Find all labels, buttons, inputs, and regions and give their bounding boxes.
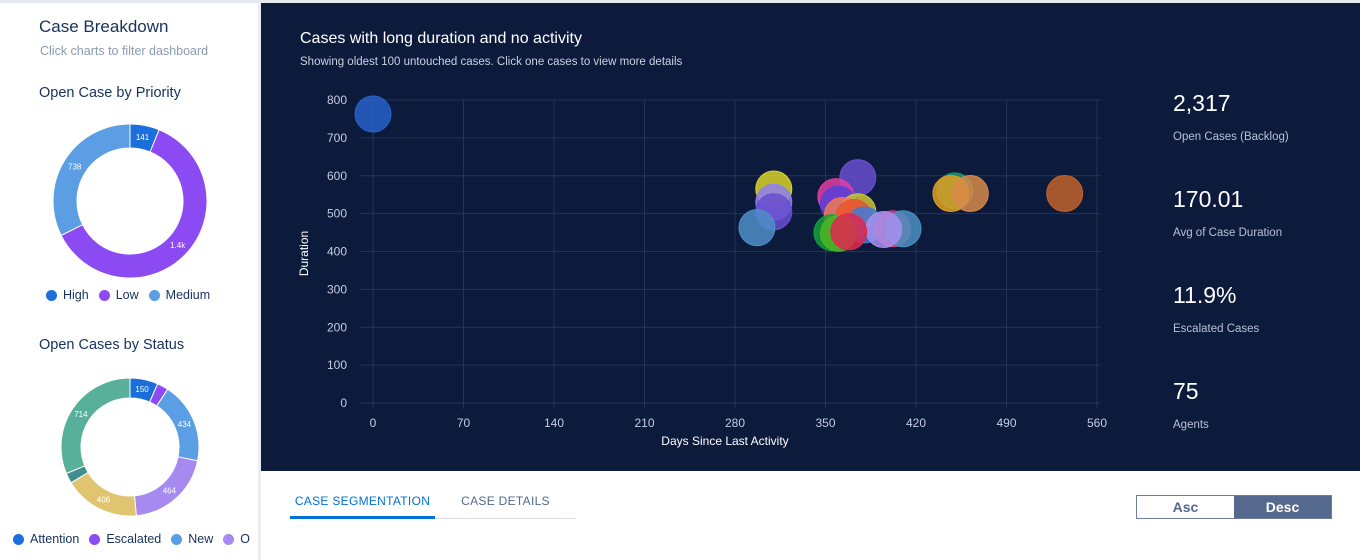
kpi-label: Agents (1173, 419, 1209, 431)
sort-toggle: Asc Desc (1136, 495, 1332, 519)
slice-value-label: 150 (135, 385, 149, 394)
donut-slice-medium[interactable] (52, 123, 131, 237)
scatter-point[interactable] (738, 209, 776, 247)
status-chart-title: Open Cases by Status (39, 337, 185, 353)
x-axis-label: Days Since Last Activity (661, 434, 788, 448)
x-tick-label: 350 (815, 416, 835, 430)
slice-value-label: 714 (74, 410, 88, 419)
sort-asc-button[interactable]: Asc (1137, 496, 1234, 518)
tab-bar: CASE SEGMENTATION CASE DETAILS (290, 488, 576, 519)
y-tick-label: 500 (327, 207, 347, 221)
kpi-value: 170.01 (1173, 186, 1244, 212)
legend-item[interactable]: New (171, 532, 213, 546)
y-tick-label: 400 (327, 245, 347, 259)
legend-label: Low (115, 288, 139, 302)
scatter-chart[interactable]: 0 70 140 210 280 350 420 490 560 0 100 200 300 400 500… (261, 3, 1141, 471)
legend-dot (46, 289, 57, 301)
scatter-subtitle: Showing oldest 100 untouched cases. Clic… (300, 56, 683, 68)
kpi-label: Open Cases (Backlog) (1173, 131, 1289, 143)
slice-value-label: 141 (136, 133, 150, 142)
kpi-value: 2,317 (1173, 90, 1231, 116)
legend-item[interactable]: O (223, 532, 250, 546)
x-tick-label: 280 (725, 416, 745, 430)
tab-case-details[interactable]: CASE DETAILS (461, 494, 550, 508)
kpi-label: Avg of Case Duration (1173, 227, 1283, 239)
long-duration-panel: Cases with long duration and no activity… (261, 3, 1360, 471)
legend-dot (89, 533, 101, 545)
scatter-title: Cases with long duration and no activity (300, 30, 582, 47)
donut-slice-low[interactable] (60, 129, 208, 279)
scatter-point[interactable] (865, 211, 903, 249)
priority-legend: High Low Medium (46, 288, 220, 302)
y-axis-label: Duration (297, 231, 311, 276)
slice-value-label: 738 (68, 163, 82, 172)
x-tick-label: 420 (906, 416, 926, 430)
legend-item[interactable]: High (46, 288, 89, 302)
y-tick-label: 600 (327, 169, 347, 183)
legend-dot (148, 289, 160, 301)
scatter-point[interactable] (354, 95, 392, 133)
kpi-value: 75 (1173, 378, 1199, 404)
priority-donut-chart[interactable]: 141 1.4k 738 (52, 123, 208, 279)
donut-slice-open[interactable] (70, 471, 137, 517)
kpi-escalated: 11.9% Escalated Cases (1173, 282, 1259, 335)
x-tick-label: 140 (544, 416, 564, 430)
x-tick-label: 210 (634, 416, 654, 430)
legend-item[interactable]: Escalated (89, 532, 161, 546)
legend-dot (13, 533, 24, 545)
legend-item[interactable]: Medium (148, 288, 211, 302)
x-tick-label: 490 (996, 416, 1016, 430)
legend-label: Escalated (106, 532, 162, 546)
y-tick-label: 200 (327, 320, 347, 334)
top-strip (0, 0, 1360, 3)
legend-item[interactable]: Low (98, 288, 139, 302)
sort-desc-button[interactable]: Desc (1234, 496, 1331, 518)
legend-label: High (63, 288, 89, 302)
panel-divider (258, 3, 261, 560)
case-breakdown-panel: Case Breakdown Click charts to filter da… (0, 3, 258, 560)
kpi-open-cases: 2,317 Open Cases (Backlog) (1173, 90, 1289, 143)
donut-slice-working[interactable] (60, 377, 131, 475)
scatter-point[interactable] (1046, 175, 1084, 213)
y-tick-label: 800 (327, 93, 347, 107)
slice-value-label: 464 (163, 487, 177, 496)
kpi-value: 11.9% (1173, 282, 1237, 308)
legend-label: Medium (165, 288, 211, 302)
legend-label: O (240, 532, 250, 546)
slice-value-label: 434 (178, 420, 192, 429)
legend-item[interactable]: Attention (13, 532, 79, 546)
x-tick-label: 0 (370, 416, 377, 430)
legend-label: New (188, 532, 214, 546)
kpi-avg-duration: 170.01 Avg of Case Duration (1173, 186, 1282, 239)
legend-dot (98, 289, 110, 301)
x-tick-label: 560 (1087, 416, 1107, 430)
slice-value-label: 406 (97, 495, 111, 504)
y-tick-label: 300 (327, 282, 347, 296)
y-tick-label: 100 (327, 358, 347, 372)
legend-label: Attention (30, 532, 80, 546)
legend-dot (223, 533, 235, 545)
y-tick-label: 700 (327, 131, 347, 145)
panel-subtitle: Click charts to filter dashboard (40, 44, 209, 58)
priority-chart-title: Open Case by Priority (39, 85, 181, 101)
tab-case-segmentation[interactable]: CASE SEGMENTATION (290, 488, 435, 519)
legend-dot (171, 533, 183, 545)
status-legend: Attention Escalated New O (13, 532, 258, 546)
status-donut-chart[interactable]: 150 434 464 406 714 (60, 377, 200, 517)
scatter-point[interactable] (951, 175, 989, 213)
slice-value-label: 1.4k (170, 241, 186, 250)
y-tick-label: 0 (340, 396, 347, 410)
kpi-agents: 75 Agents (1173, 378, 1209, 431)
panel-title: Case Breakdown (39, 17, 169, 36)
scatter-point[interactable] (830, 213, 868, 251)
x-tick-label: 70 (457, 416, 471, 430)
kpi-label: Escalated Cases (1173, 323, 1260, 335)
